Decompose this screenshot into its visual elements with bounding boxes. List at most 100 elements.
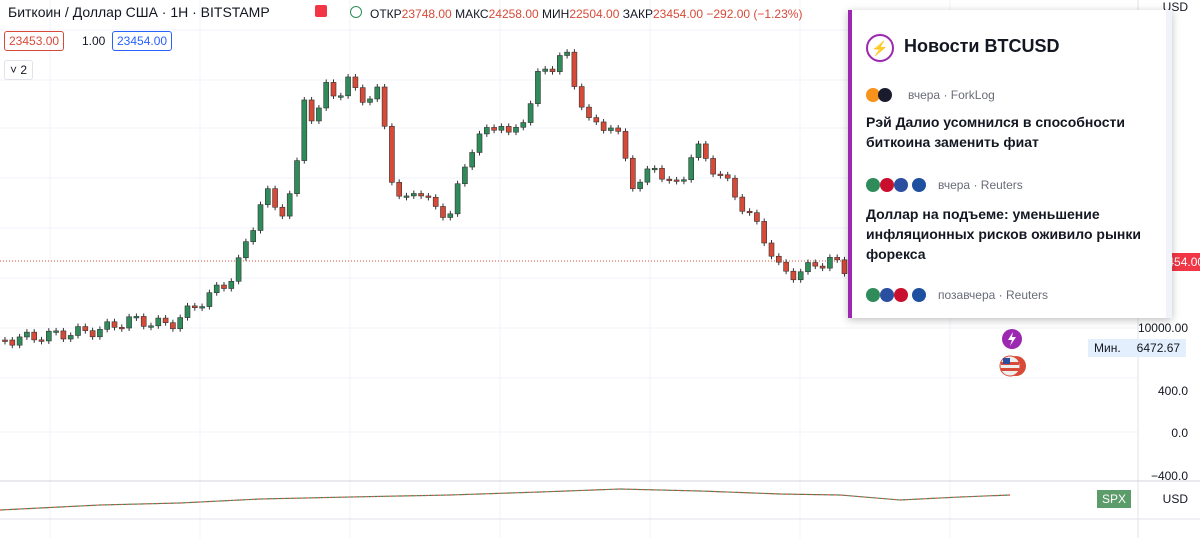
- candle: [702, 143, 709, 159]
- candle: [819, 265, 826, 269]
- candle: [812, 262, 819, 267]
- candle: [754, 212, 760, 222]
- candle: [221, 284, 227, 289]
- news-headline[interactable]: Доллар на подъеме: уменьшение инфляционн…: [866, 206, 1141, 262]
- candle: [775, 255, 782, 263]
- candle: [257, 204, 264, 231]
- candle: [571, 51, 578, 87]
- min-value: 6472.67: [1136, 341, 1181, 355]
- candle: [184, 305, 191, 318]
- news-headline[interactable]: Рэй Далио усомнился в способности биткои…: [866, 114, 1125, 150]
- axis-currency[interactable]: USD: [1162, 492, 1188, 506]
- candle: [243, 241, 249, 259]
- candle: [16, 336, 23, 346]
- candle: [710, 158, 716, 175]
- candle: [440, 206, 446, 218]
- candle: [666, 178, 673, 181]
- sell-button[interactable]: 23453.00: [4, 31, 65, 51]
- candle: [651, 167, 658, 171]
- ohlc-value: 23454.00: [652, 7, 704, 21]
- candle: [739, 196, 746, 212]
- candle: [396, 182, 403, 197]
- candle: [805, 262, 811, 273]
- candle: [644, 168, 651, 183]
- news-title: Новости BTCUSD: [904, 36, 1060, 56]
- candle: [192, 305, 198, 308]
- candle: [724, 174, 731, 179]
- candle: [381, 86, 388, 127]
- candle: [768, 242, 775, 257]
- candle: [235, 257, 242, 282]
- ohlc-label: МАКС: [455, 7, 489, 21]
- candle: [359, 87, 366, 103]
- candle: [45, 330, 52, 342]
- bell-icon[interactable]: [315, 5, 327, 17]
- ohlc-label: МИН: [542, 7, 570, 21]
- candle: [462, 166, 468, 185]
- news-icon: ⚡: [866, 34, 894, 62]
- candle: [556, 55, 563, 72]
- spread: 1.00: [82, 34, 106, 48]
- candles: [2, 49, 848, 349]
- candle: [520, 122, 527, 128]
- candle: [746, 210, 753, 214]
- candle: [126, 316, 132, 329]
- candle: [410, 193, 417, 197]
- candle: [615, 127, 622, 132]
- candle: [155, 317, 162, 327]
- candle: [783, 261, 789, 272]
- candle: [659, 167, 665, 180]
- candle: [695, 143, 702, 158]
- indicators-toggle[interactable]: ˅ 2: [4, 60, 34, 80]
- candle: [337, 95, 344, 98]
- candle: [535, 71, 541, 104]
- candle: [170, 322, 176, 330]
- min-label: Мин.: [1094, 341, 1121, 355]
- ohlc: ОТКР23748.00 МАКС24258.00 МИН22504.00 ЗА…: [370, 7, 802, 21]
- candle: [389, 125, 395, 183]
- candle: [586, 106, 592, 118]
- candle: [323, 82, 330, 109]
- source-icon: [894, 288, 908, 302]
- candle: [498, 126, 505, 131]
- candle: [206, 292, 213, 307]
- candle: [476, 133, 483, 153]
- candle: [374, 86, 381, 100]
- candle: [542, 68, 549, 72]
- symbol-title[interactable]: Биткоин / Доллар США · 1H · BITSTAMP: [8, 4, 270, 20]
- min-tag: Мин. 6472.67: [1088, 339, 1187, 357]
- candle: [75, 326, 81, 336]
- candle: [148, 325, 154, 328]
- candle: [199, 306, 205, 309]
- candle: [9, 339, 16, 346]
- candle: [732, 177, 738, 198]
- candle: [637, 181, 643, 189]
- candle: [593, 117, 600, 123]
- buy-button[interactable]: 23454.00: [112, 31, 173, 51]
- ohlc-label: ОТКР: [370, 7, 402, 21]
- news-meta: вчера · ForkLog: [908, 88, 995, 102]
- candle: [841, 259, 848, 274]
- news-meta: позавчера · Reuters: [938, 288, 1049, 302]
- source-icon: [866, 288, 880, 302]
- ohlc-value: 24258.00: [488, 7, 539, 21]
- scrollbar[interactable]: [1166, 10, 1172, 318]
- candle: [316, 107, 322, 122]
- source-icon: [866, 88, 880, 102]
- candle: [60, 330, 67, 340]
- candle: [834, 257, 841, 261]
- candle: [483, 127, 490, 135]
- candle: [2, 339, 8, 342]
- candle: [308, 99, 315, 122]
- candle: [53, 330, 59, 333]
- candle: [447, 213, 454, 218]
- flag-canton: [1003, 358, 1010, 364]
- candle: [367, 98, 373, 103]
- candle: [352, 76, 359, 88]
- candle: [177, 317, 183, 330]
- source-icon: [866, 178, 880, 192]
- candle: [505, 126, 512, 133]
- axis-label: 400.0: [1157, 384, 1188, 398]
